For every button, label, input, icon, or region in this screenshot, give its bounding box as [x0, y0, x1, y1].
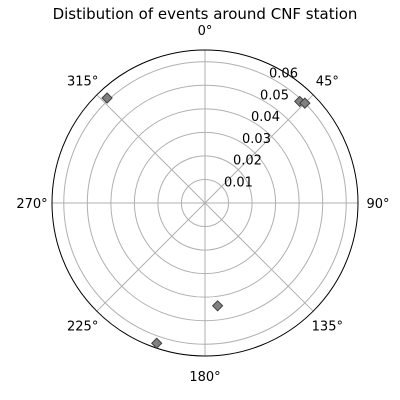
polar-frame	[51, 49, 359, 357]
event-point	[151, 337, 163, 349]
grid	[51, 49, 359, 357]
chart-title: Distibution of events around CNF station	[53, 5, 358, 23]
radial-tick-labels: 0.01 0.02 0.03 0.04 0.05 0.06	[224, 67, 298, 191]
theta-tick-labels: 0° 45° 90° 135° 180° 225° 270° 315°	[16, 24, 389, 385]
data-points	[101, 92, 311, 349]
radial-tick-label: 0.05	[260, 88, 289, 103]
grid-spoke	[96, 94, 206, 204]
theta-tick-label: 225°	[67, 319, 98, 334]
theta-tick-label: 135°	[312, 319, 343, 334]
grid-spoke	[96, 202, 206, 312]
event-point	[299, 97, 311, 109]
theta-tick-label: 45°	[316, 75, 339, 90]
theta-tick-label: 270°	[16, 197, 47, 212]
radial-tick-label: 0.03	[242, 132, 271, 147]
radial-tick-label: 0.02	[233, 154, 262, 169]
event-point	[211, 300, 224, 312]
radial-tick-label: 0.06	[269, 67, 298, 82]
grid-spoke	[204, 202, 314, 312]
theta-tick-label: 180°	[189, 370, 220, 385]
theta-tick-label: 90°	[366, 197, 389, 212]
event-point	[101, 92, 113, 104]
radial-tick-label: 0.04	[251, 110, 280, 125]
theta-tick-label: 0°	[198, 24, 213, 39]
radial-tick-label: 0.01	[224, 175, 253, 190]
theta-tick-label: 315°	[67, 75, 98, 90]
grid-spoke	[204, 94, 314, 204]
